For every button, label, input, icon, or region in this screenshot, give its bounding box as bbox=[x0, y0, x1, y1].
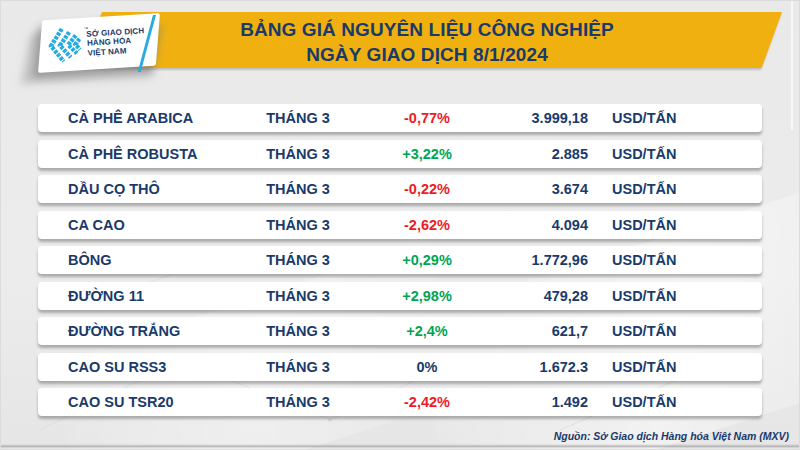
contract-month: THÁNG 3 bbox=[242, 317, 354, 345]
contract-month: THÁNG 3 bbox=[242, 282, 354, 310]
price-unit: USD/TẤN bbox=[612, 317, 676, 345]
contract-month: THÁNG 3 bbox=[242, 140, 354, 168]
contract-month: THÁNG 3 bbox=[242, 175, 354, 203]
contract-month: THÁNG 3 bbox=[242, 246, 354, 274]
price-value: 1.772,96 bbox=[458, 246, 588, 274]
contract-month: THÁNG 3 bbox=[242, 211, 354, 239]
table-row: CAO SU RSS3THÁNG 30%1.672.3USD/TẤN bbox=[38, 353, 762, 381]
bottom-shade bbox=[0, 444, 800, 448]
page-title: BẢNG GIÁ NGUYÊN LIỆU CÔNG NGHIỆP NGÀY GI… bbox=[102, 17, 752, 67]
table-row: ĐƯỜNG 11THÁNG 3+2,98%479,28USD/TẤN bbox=[38, 282, 762, 310]
price-value: 1.492 bbox=[458, 388, 588, 416]
price-value: 621,7 bbox=[458, 317, 588, 345]
price-value: 3.674 bbox=[458, 175, 588, 203]
price-unit: USD/TẤN bbox=[612, 175, 676, 203]
commodity-name: BÔNG bbox=[68, 246, 112, 274]
source-caption: Nguồn: Sở Giao dịch Hàng hóa Việt Nam (M… bbox=[554, 430, 789, 442]
price-unit: USD/TẤN bbox=[612, 388, 676, 416]
table-row: CA CAOTHÁNG 3-2,62%4.094USD/TẤN bbox=[38, 211, 762, 239]
table-row: CÀ PHÊ ARABICATHÁNG 3-0,77%3.999,18USD/T… bbox=[38, 104, 762, 132]
commodity-name: CAO SU RSS3 bbox=[68, 353, 166, 381]
table-row: DẦU CỌ THÔTHÁNG 3-0,22%3.674USD/TẤN bbox=[38, 175, 762, 203]
table-row: CAO SU TSR20THÁNG 3-2,42%1.492USD/TẤN bbox=[38, 388, 762, 416]
page-title-line1: BẢNG GIÁ NGUYÊN LIỆU CÔNG NGHIỆP bbox=[102, 17, 752, 42]
price-value: 2.885 bbox=[458, 140, 588, 168]
table-row: ĐƯỜNG TRẮNGTHÁNG 3+2,4%621,7USD/TẤN bbox=[38, 317, 762, 345]
price-unit: USD/TẤN bbox=[612, 353, 676, 381]
price-value: 4.094 bbox=[458, 211, 588, 239]
mxv-logo-icon bbox=[47, 25, 82, 65]
trademark-symbol: ™ bbox=[84, 26, 89, 31]
price-value: 479,28 bbox=[458, 282, 588, 310]
price-unit: USD/TẤN bbox=[612, 211, 676, 239]
commodity-name: CÀ PHÊ ARABICA bbox=[68, 104, 193, 132]
table-row: CÀ PHÊ ROBUSTATHÁNG 3+3,22%2.885USD/TẤN bbox=[38, 140, 762, 168]
contract-month: THÁNG 3 bbox=[242, 353, 354, 381]
price-unit: USD/TẤN bbox=[612, 140, 676, 168]
price-unit: USD/TẤN bbox=[612, 104, 676, 132]
contract-month: THÁNG 3 bbox=[242, 104, 354, 132]
price-value: 3.999,18 bbox=[458, 104, 588, 132]
price-unit: USD/TẤN bbox=[612, 246, 676, 274]
commodity-name: DẦU CỌ THÔ bbox=[68, 175, 160, 203]
commodity-name: CÀ PHÊ ROBUSTA bbox=[68, 140, 197, 168]
table-row: BÔNGTHÁNG 3+0,29%1.772,96USD/TẤN bbox=[38, 246, 762, 274]
commodity-name: CA CAO bbox=[68, 211, 125, 239]
contract-month: THÁNG 3 bbox=[242, 388, 354, 416]
price-value: 1.672.3 bbox=[458, 353, 588, 381]
commodity-name: ĐƯỜNG 11 bbox=[68, 282, 144, 310]
background-accent bbox=[791, 0, 793, 130]
page-title-line2: NGÀY GIAO DỊCH 8/1/2024 bbox=[102, 42, 752, 67]
logo-text: SỞ GIAO DỊCH HÀNG HÓA VIỆT NAM bbox=[86, 26, 145, 58]
commodity-name: ĐƯỜNG TRẮNG bbox=[68, 317, 180, 345]
commodity-name: CAO SU TSR20 bbox=[68, 388, 174, 416]
price-unit: USD/TẤN bbox=[612, 282, 676, 310]
